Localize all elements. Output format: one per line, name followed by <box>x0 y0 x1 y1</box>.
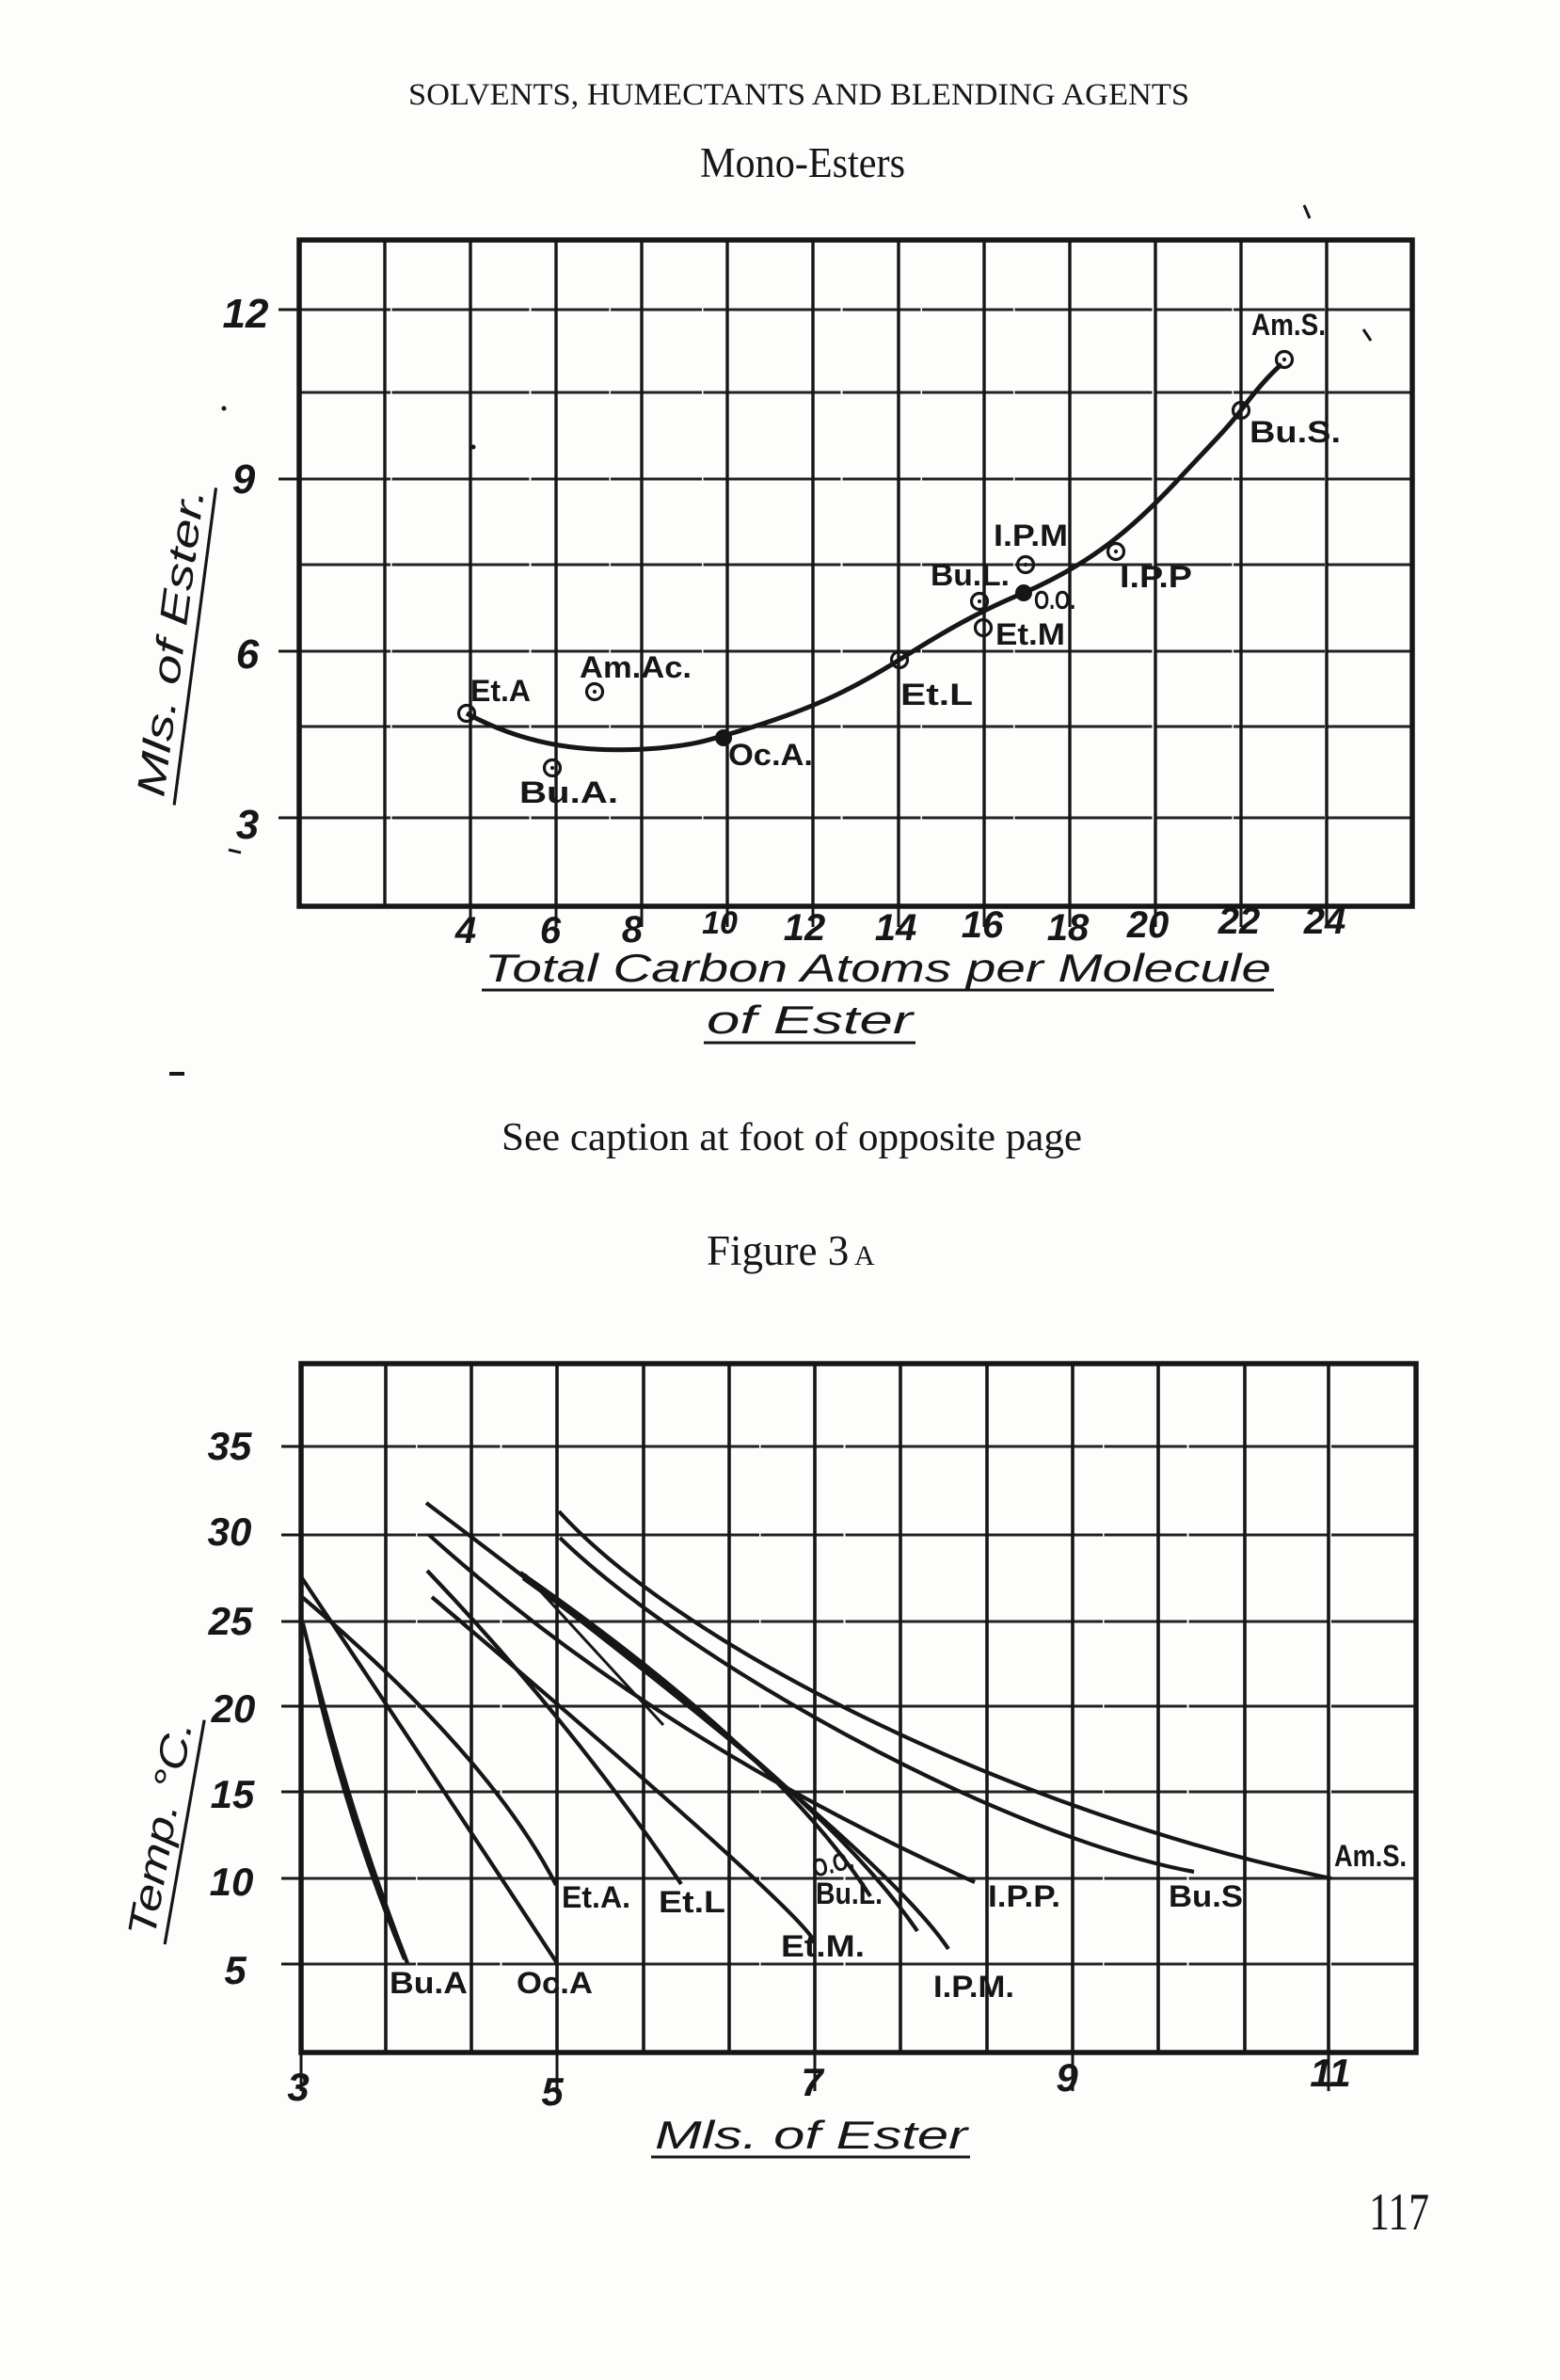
svg-text:9: 9 <box>232 456 256 503</box>
svg-text:24: 24 <box>1303 901 1346 942</box>
svg-text:Et.M: Et.M <box>995 617 1065 651</box>
svg-text:Bu.A: Bu.A <box>390 1966 468 2000</box>
svg-text:SOLVENTS, HUMECTANTS AND BLEND: SOLVENTS, HUMECTANTS AND BLENDING AGENTS <box>408 78 1189 112</box>
svg-text:15: 15 <box>211 1772 255 1816</box>
svg-text:Et.L: Et.L <box>900 678 973 711</box>
svg-text:22: 22 <box>1218 901 1261 942</box>
svg-text:3: 3 <box>236 802 259 848</box>
svg-text:12: 12 <box>784 907 826 949</box>
svg-text:16: 16 <box>962 904 1004 946</box>
svg-text:See caption at foot of opposit: See caption at foot of opposite page <box>501 1116 1082 1159</box>
svg-text:117: 117 <box>1369 2183 1429 2242</box>
svg-text:Bu.S: Bu.S <box>1169 1879 1243 1913</box>
svg-text:5: 5 <box>224 1948 247 1992</box>
svg-text:3: 3 <box>287 2065 309 2109</box>
svg-text:Bu.L.: Bu.L. <box>931 558 1010 592</box>
svg-text:30: 30 <box>208 1509 252 1554</box>
svg-text:O.O.: O.O. <box>1034 585 1075 615</box>
svg-text:14: 14 <box>875 907 917 949</box>
svg-text:A: A <box>854 1240 875 1271</box>
svg-text:10: 10 <box>210 1860 254 1904</box>
svg-text:Bu.A.: Bu.A. <box>519 775 618 809</box>
svg-text:20: 20 <box>211 1686 256 1731</box>
svg-text:Oc.A.: Oc.A. <box>728 738 813 772</box>
svg-text:Oc.A: Oc.A <box>517 1966 593 2000</box>
svg-text:Et.L: Et.L <box>659 1885 725 1919</box>
svg-text:I.P.P.: I.P.P. <box>988 1879 1060 1913</box>
svg-text:of Ester: of Ester <box>707 998 915 1042</box>
svg-text:12: 12 <box>223 291 269 337</box>
svg-text:Mono-Esters: Mono-Esters <box>700 139 905 186</box>
svg-text:25: 25 <box>208 1599 253 1643</box>
svg-text:Et.M.: Et.M. <box>781 1929 865 1963</box>
svg-text:Figure 3: Figure 3 <box>707 1227 849 1274</box>
svg-text:I.P.M.: I.P.M. <box>933 1970 1014 2004</box>
svg-text:6: 6 <box>540 910 562 951</box>
svg-text:7: 7 <box>801 2060 824 2104</box>
svg-text:Bu.S.: Bu.S. <box>1250 415 1341 449</box>
svg-text:Am.S.: Am.S. <box>1251 308 1326 342</box>
svg-text:5: 5 <box>541 2069 564 2114</box>
svg-text:4: 4 <box>454 910 476 951</box>
svg-text:6: 6 <box>236 631 260 678</box>
svg-text:18: 18 <box>1047 907 1090 949</box>
svg-text:Total Carbon Atoms per Molecul: Total Carbon Atoms per Molecule <box>485 946 1271 990</box>
svg-text:20: 20 <box>1126 904 1170 946</box>
svg-text:35: 35 <box>208 1424 252 1468</box>
svg-text:Mls. of Ester: Mls. of Ester <box>655 2113 970 2157</box>
svg-text:I.P.P: I.P.P <box>1120 560 1192 594</box>
svg-text:I.P.M: I.P.M <box>994 519 1068 552</box>
svg-text:Am.Ac.: Am.Ac. <box>580 650 692 684</box>
svg-text:Et.A.: Et.A. <box>562 1880 630 1914</box>
svg-text:Am.S.: Am.S. <box>1334 1839 1407 1873</box>
svg-text:10: 10 <box>702 905 738 941</box>
svg-text:11: 11 <box>1310 2051 1351 2095</box>
svg-text:Et.A: Et.A <box>470 674 531 708</box>
svg-text:Bu.L.: Bu.L. <box>816 1877 883 1910</box>
svg-text:9: 9 <box>1056 2055 1078 2100</box>
svg-text:8: 8 <box>622 909 644 950</box>
